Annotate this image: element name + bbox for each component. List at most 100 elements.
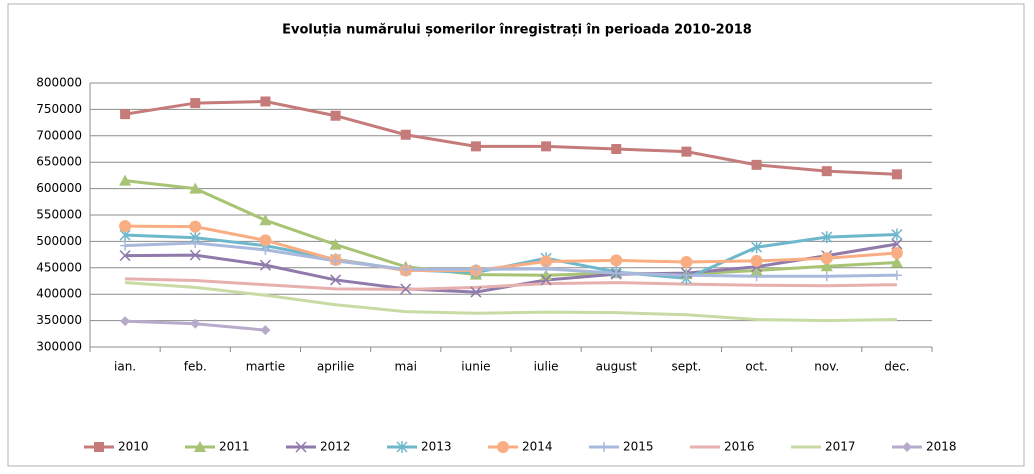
marker xyxy=(751,241,763,254)
marker xyxy=(541,141,552,152)
marker xyxy=(94,442,104,452)
marker xyxy=(541,263,552,274)
y-tick-label: 350000 xyxy=(36,313,82,327)
marker xyxy=(330,274,342,286)
marker xyxy=(396,441,408,453)
legend-label: 2017 xyxy=(825,440,856,454)
x-tick-label: iulie xyxy=(534,360,559,374)
marker xyxy=(750,264,763,276)
marker xyxy=(890,247,903,260)
marker xyxy=(680,255,693,268)
y-tick-label: 500000 xyxy=(36,234,82,248)
y-tick-label: 600000 xyxy=(36,181,82,195)
marker xyxy=(750,254,763,267)
series-line xyxy=(125,277,897,291)
legend-label: 2011 xyxy=(219,440,250,454)
marker xyxy=(540,255,553,268)
y-tick-label: 650000 xyxy=(36,155,82,169)
legend-label: 2012 xyxy=(320,440,351,454)
marker xyxy=(189,220,202,233)
marker xyxy=(259,234,272,247)
y-tick-label: 700000 xyxy=(36,128,82,142)
x-tick-label: mai xyxy=(395,360,417,374)
marker xyxy=(821,231,833,244)
x-tick-label: oct. xyxy=(745,360,767,374)
marker xyxy=(119,220,132,233)
legend-label: 2015 xyxy=(623,440,654,454)
marker xyxy=(821,271,832,282)
marker xyxy=(540,274,552,286)
marker xyxy=(611,144,622,154)
x-tick-label: dec. xyxy=(884,360,909,374)
marker xyxy=(330,110,341,121)
series-line xyxy=(125,224,898,272)
marker xyxy=(902,442,912,452)
marker xyxy=(610,254,623,267)
marker xyxy=(295,441,307,453)
marker xyxy=(751,159,762,170)
marker xyxy=(120,109,131,120)
marker xyxy=(194,441,206,452)
y-tick-label: 800000 xyxy=(36,76,82,90)
marker xyxy=(400,283,412,295)
marker xyxy=(820,260,833,272)
marker xyxy=(681,146,692,157)
legend-label: 2013 xyxy=(421,440,452,454)
marker xyxy=(681,270,692,281)
marker xyxy=(189,182,202,194)
marker xyxy=(820,252,833,265)
y-tick-label: 300000 xyxy=(36,340,82,354)
x-tick-label: martie xyxy=(246,360,285,374)
marker xyxy=(120,240,131,251)
legend-label: 2016 xyxy=(724,440,755,454)
marker xyxy=(260,96,271,107)
marker xyxy=(119,250,131,262)
x-tick-label: iunie xyxy=(461,360,490,374)
marker xyxy=(611,268,622,279)
marker xyxy=(329,238,342,250)
marker xyxy=(259,259,271,271)
series-line xyxy=(124,99,897,176)
marker xyxy=(120,316,131,327)
x-tick-label: feb. xyxy=(184,360,207,374)
series-line xyxy=(124,281,897,323)
marker xyxy=(189,249,201,261)
marker xyxy=(821,166,832,177)
marker xyxy=(751,271,762,282)
marker xyxy=(260,325,271,336)
marker xyxy=(470,286,482,298)
marker xyxy=(891,169,902,180)
series-line xyxy=(124,179,897,277)
marker xyxy=(259,214,272,226)
marker xyxy=(470,141,481,152)
legend-label: 2018 xyxy=(926,440,957,454)
marker xyxy=(891,270,902,281)
x-tick-label: sept. xyxy=(672,360,702,374)
x-tick-label: nov. xyxy=(814,360,839,374)
y-tick-label: 400000 xyxy=(36,287,82,301)
marker xyxy=(497,441,509,453)
legend-label: 2010 xyxy=(118,440,149,454)
marker xyxy=(599,442,609,452)
legend-label: 2014 xyxy=(522,440,553,454)
marker xyxy=(260,244,271,255)
marker xyxy=(190,237,201,248)
marker xyxy=(891,228,903,241)
chart-title: Evoluția numărului șomerilor înregistraț… xyxy=(282,23,752,38)
marker xyxy=(470,264,481,275)
marker xyxy=(891,238,903,250)
y-tick-label: 550000 xyxy=(36,208,82,222)
x-tick-label: ian. xyxy=(114,360,136,374)
marker xyxy=(190,318,201,329)
marker xyxy=(400,264,411,275)
series-line xyxy=(125,241,897,278)
marker xyxy=(890,256,903,268)
marker xyxy=(190,98,201,109)
marker xyxy=(119,174,132,186)
x-tick-label: aprilie xyxy=(317,360,354,374)
x-tick-label: august xyxy=(596,360,637,374)
y-tick-label: 450000 xyxy=(36,260,82,274)
y-tick-label: 750000 xyxy=(36,102,82,116)
marker xyxy=(330,255,341,266)
